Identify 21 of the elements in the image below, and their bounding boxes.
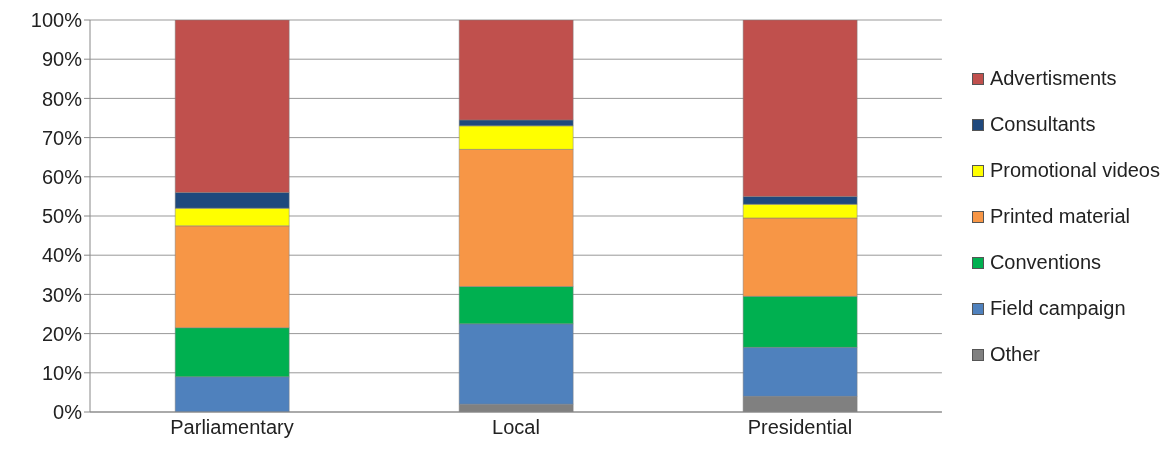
y-tick-label: 40% bbox=[41, 244, 83, 267]
y-tick-label: 70% bbox=[41, 126, 83, 149]
x-tick-label: Parliamentary bbox=[170, 416, 294, 439]
y-tick-label: 80% bbox=[41, 87, 83, 110]
legend-label: Conventions bbox=[989, 251, 1102, 274]
legend-label: Advertisments bbox=[989, 67, 1117, 90]
y-tick-label: 20% bbox=[41, 322, 83, 345]
y-tick-label: 90% bbox=[41, 48, 83, 71]
legend-label: Promotional videos bbox=[989, 159, 1160, 182]
y-tick-label: 100% bbox=[30, 9, 83, 32]
y-tick-label: 10% bbox=[41, 361, 83, 384]
legend-label: Field campaign bbox=[989, 297, 1126, 320]
y-tick-label: 0% bbox=[53, 401, 83, 424]
y-tick-label: 30% bbox=[41, 283, 83, 306]
y-tick-label: 50% bbox=[41, 205, 83, 228]
y-tick-label: 60% bbox=[41, 165, 83, 188]
x-tick-label: Local bbox=[492, 416, 540, 439]
legend-label: Consultants bbox=[989, 113, 1096, 136]
legend-label: Other bbox=[989, 343, 1040, 366]
x-tick-label: Presidential bbox=[747, 416, 853, 439]
legend-label: Printed material bbox=[989, 205, 1130, 228]
